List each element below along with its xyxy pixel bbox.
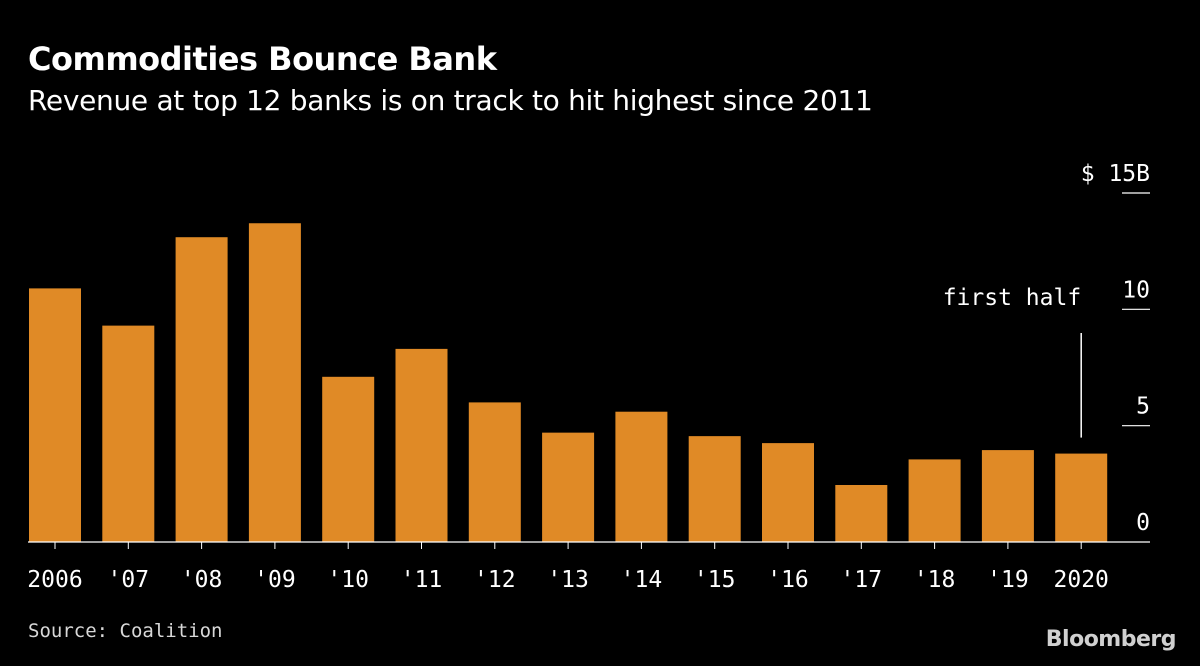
source-note: Source: Coalition xyxy=(28,620,223,642)
annotation-label: first half xyxy=(943,285,1081,311)
y-axis: 0 5 10 $ 15B xyxy=(1081,161,1150,536)
x-tick-label: '16 xyxy=(767,567,809,593)
x-tick-label: '07 xyxy=(108,567,150,593)
x-tick-label: '19 xyxy=(987,567,1029,593)
bars-group xyxy=(28,223,1150,543)
bar-4 xyxy=(322,376,375,542)
bar-14 xyxy=(1055,453,1108,542)
bar-6 xyxy=(468,402,521,542)
x-tick-label: '11 xyxy=(401,567,443,593)
x-tick-label: 2006 xyxy=(27,567,82,593)
x-tick-label: '12 xyxy=(474,567,516,593)
x-tick-label: '17 xyxy=(841,567,883,593)
bar-8 xyxy=(615,411,668,542)
bar-3 xyxy=(248,223,301,542)
bloomberg-logo: Bloomberg xyxy=(1045,627,1177,652)
bar-0 xyxy=(29,288,81,542)
annotation-group: first half xyxy=(943,285,1082,438)
y-tick-label: 0 xyxy=(1136,510,1150,536)
bar-10 xyxy=(762,443,814,542)
bar-7 xyxy=(542,432,595,542)
bar-2 xyxy=(175,237,228,542)
x-tick-label: 2020 xyxy=(1054,567,1109,593)
x-tick-label: '13 xyxy=(547,567,589,593)
bar-11 xyxy=(835,484,888,542)
bar-13 xyxy=(981,450,1034,542)
y-tick-label: 5 xyxy=(1136,394,1150,420)
y-tick-label: 10 xyxy=(1122,277,1150,303)
x-tick-label: '09 xyxy=(254,567,296,593)
x-tick-label: '15 xyxy=(694,567,736,593)
x-axis-labels: 2006 '07 '08 '09 '10 '11 '12 '13 '14 '15 '16 '17 '18… xyxy=(27,542,1109,593)
bar-9 xyxy=(688,436,741,542)
bar-1 xyxy=(102,325,155,542)
chart-subtitle: Revenue at top 12 banks is on track to h… xyxy=(28,84,873,117)
bar-5 xyxy=(395,348,448,542)
x-tick-label: '14 xyxy=(621,567,663,593)
x-tick-label: '08 xyxy=(181,567,223,593)
x-tick-label: '18 xyxy=(914,567,956,593)
chart-title: Commodities Bounce Bank xyxy=(28,40,497,78)
y-tick-label: $ 15B xyxy=(1081,161,1150,187)
x-tick-label: '10 xyxy=(327,567,369,593)
bar-12 xyxy=(908,459,961,542)
